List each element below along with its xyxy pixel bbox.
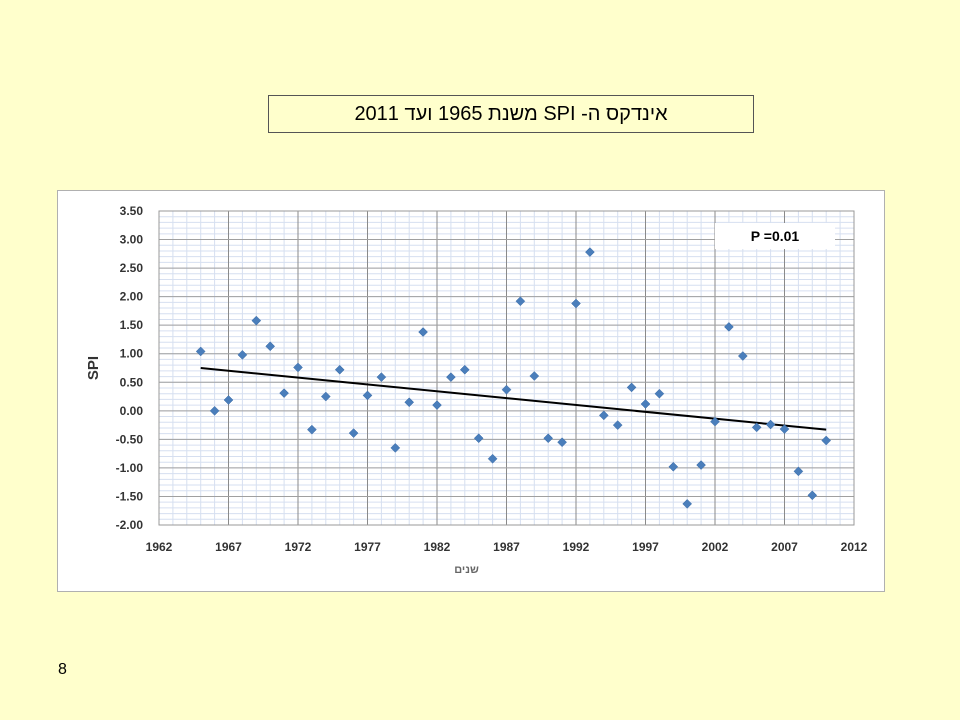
y-axis-label: SPI <box>85 356 102 380</box>
data-point <box>501 384 512 395</box>
y-tick-label: -1.50 <box>116 489 144 503</box>
x-tick-label: 1962 <box>146 540 173 554</box>
data-point <box>571 298 581 309</box>
chart-area: 3.50 3.00 2.50 2.00 1.50 1.00 0.50 0.00 -0.50 -1.… <box>57 190 885 592</box>
y-tick-label: 0.50 <box>120 375 144 389</box>
data-point <box>598 410 609 421</box>
x-tick-label: 1967 <box>215 540 242 554</box>
data-point <box>640 399 651 409</box>
data-point <box>696 460 706 470</box>
data-point <box>404 397 415 408</box>
data-point <box>612 420 623 430</box>
data-point <box>585 247 595 257</box>
y-tick-label: 2.00 <box>120 290 144 304</box>
data-point <box>195 346 206 357</box>
data-point <box>487 453 498 464</box>
data-point <box>654 388 665 399</box>
data-point <box>737 351 748 361</box>
data-point <box>348 428 359 438</box>
y-tick-label: 1.50 <box>120 318 144 332</box>
y-tick-label: 3.00 <box>120 233 144 247</box>
p-value-annotation: P =0.01 <box>751 228 800 244</box>
data-point <box>529 371 540 381</box>
x-tick-label: 2002 <box>702 540 729 554</box>
data-point <box>515 296 526 307</box>
data-point <box>821 435 832 446</box>
data-point <box>209 405 220 416</box>
x-tick-label: 2007 <box>771 540 798 554</box>
x-axis-label: שנים <box>454 564 479 576</box>
data-point <box>751 422 762 433</box>
data-point <box>293 362 303 373</box>
spi-scatter-chart: 3.50 3.00 2.50 2.00 1.50 1.00 0.50 0.00 -0.50 -1.… <box>85 204 868 576</box>
data-point <box>362 390 373 401</box>
x-axis-tick-labels: 1962 1967 1972 1977 1982 1987 1992 1997 2002 2007… <box>146 540 868 554</box>
data-point <box>390 443 401 453</box>
data-point <box>668 461 679 472</box>
data-point <box>473 433 484 444</box>
y-tick-label: 2.50 <box>120 261 144 275</box>
data-point <box>765 419 776 430</box>
data-point <box>724 322 734 332</box>
p-value-box <box>715 223 835 249</box>
data-point <box>543 433 554 444</box>
data-point <box>237 350 248 360</box>
x-tick-label: 1987 <box>493 540 520 554</box>
x-tick-label: 1992 <box>563 540 590 554</box>
data-point <box>376 372 387 382</box>
data-point <box>251 315 262 326</box>
page-number: 8 <box>58 661 67 678</box>
y-tick-label: 1.00 <box>120 347 144 361</box>
data-point <box>320 391 331 402</box>
x-tick-label: 2012 <box>841 540 868 554</box>
data-point <box>307 424 317 435</box>
plot-area <box>158 210 855 526</box>
data-points <box>195 247 832 509</box>
data-point <box>223 395 234 405</box>
data-point <box>432 400 442 410</box>
y-tick-label: -2.00 <box>116 518 144 532</box>
y-axis-tick-labels: 3.50 3.00 2.50 2.00 1.50 1.00 0.50 0.00 -0.50 -1.… <box>116 204 144 532</box>
data-point <box>265 341 276 352</box>
data-point <box>418 327 428 337</box>
data-point <box>459 364 470 375</box>
x-tick-label: 1982 <box>424 540 451 554</box>
data-point <box>807 490 818 501</box>
data-point <box>626 382 637 393</box>
x-tick-label: 1972 <box>285 540 312 554</box>
data-point <box>279 388 289 398</box>
y-tick-label: -0.50 <box>116 432 144 446</box>
data-point <box>779 424 790 434</box>
x-tick-label: 1977 <box>354 540 381 554</box>
data-point <box>446 372 456 382</box>
x-tick-label: 1997 <box>632 540 659 554</box>
data-point <box>682 499 693 509</box>
slide-title: אינדקס ה- SPI משנת 1965 ועד 2011 <box>268 95 754 133</box>
trend-line <box>200 367 827 431</box>
y-tick-label: 3.50 <box>120 204 144 218</box>
data-point <box>710 416 720 427</box>
data-point <box>334 364 345 375</box>
major-gridlines <box>158 210 855 526</box>
y-tick-label: 0.00 <box>120 404 144 418</box>
data-point <box>557 437 567 448</box>
data-point <box>793 466 804 477</box>
y-tick-label: -1.00 <box>116 461 144 475</box>
